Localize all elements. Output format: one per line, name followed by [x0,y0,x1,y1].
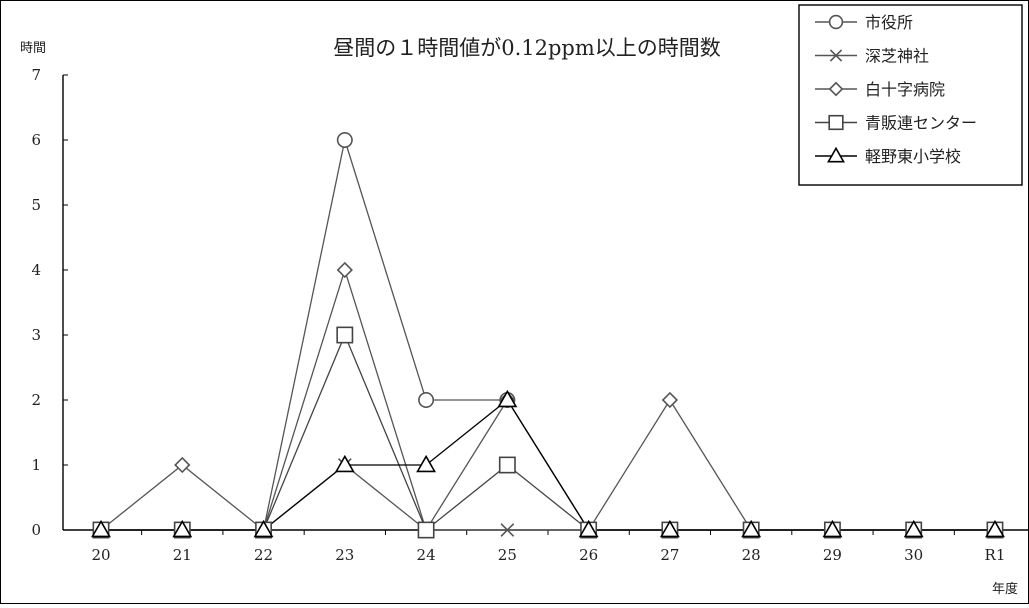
data-point [336,326,354,344]
x-tick-label: 27 [660,546,679,564]
legend-marker [828,81,844,97]
legend-label: 市役所 [865,13,913,32]
series-5 [101,399,995,531]
y-tick-label: 3 [31,326,41,344]
legend-item: 軽野東小学校 [815,146,961,166]
legend-item: 白十字病院 [815,80,945,99]
legend-marker [827,146,845,163]
x-tick-label: 23 [335,546,354,564]
x-tick-label: 26 [579,546,598,564]
chart-title: 昼間の１時間値が0.12ppm以上の時間数 [333,36,721,60]
legend-marker [829,49,843,62]
data-point [334,454,355,473]
data-point [172,519,193,538]
y-tick-label: 2 [31,391,41,409]
y-tick-label: 6 [31,131,41,149]
data-point [91,519,111,538]
x-tick-label: 22 [254,546,273,564]
data-point [822,519,843,538]
y-tick-label: 1 [31,456,41,474]
data-point [253,519,274,538]
x-tick-label: R1 [985,546,1006,564]
y-tick-label: 0 [31,521,41,539]
x-tick-label: 24 [417,546,436,564]
data-point [661,391,679,409]
legend-label: 軽野東小学校 [865,147,961,166]
legend-item: 市役所 [815,13,913,32]
x-tick-label: 25 [498,546,517,564]
x-tick-label: 20 [91,546,110,564]
legend-marker [828,114,844,131]
data-point [174,456,191,474]
data-point [985,519,1005,538]
y-tick-label: 4 [31,261,41,279]
data-point [741,519,762,538]
x-axis-label: 年度 [992,581,1018,597]
x-tick-label: 29 [823,546,842,564]
data-point [417,521,435,539]
data-point [418,391,435,408]
series-markers-5 [91,389,1005,538]
data-point [903,519,924,538]
y-tick-label: 7 [31,66,41,84]
data-point [578,519,599,538]
series-group [91,132,1005,539]
data-point-stroke [500,523,515,537]
y-tick-label: 5 [31,196,41,214]
y-axis-label: 時間 [20,41,46,56]
data-point [336,132,353,149]
x-tick-label: 28 [742,546,761,564]
legend-label: 深芝神社 [865,47,929,66]
data-point [659,519,680,538]
data-point [416,454,437,473]
legend-label: 青販連センター [865,114,977,133]
x-tick-label: 21 [173,546,192,564]
legend-item: 深芝神社 [815,47,929,66]
series-line [101,399,995,531]
data-point [498,456,516,474]
legend-item: 青販連センター [815,114,977,133]
data-point [500,523,515,537]
x-tick-label: 30 [904,546,923,564]
legend-marker [828,14,844,30]
legend-marker-stroke [829,49,843,62]
legend-label: 白十字病院 [865,80,945,99]
data-point [497,389,518,408]
data-point [336,261,353,279]
